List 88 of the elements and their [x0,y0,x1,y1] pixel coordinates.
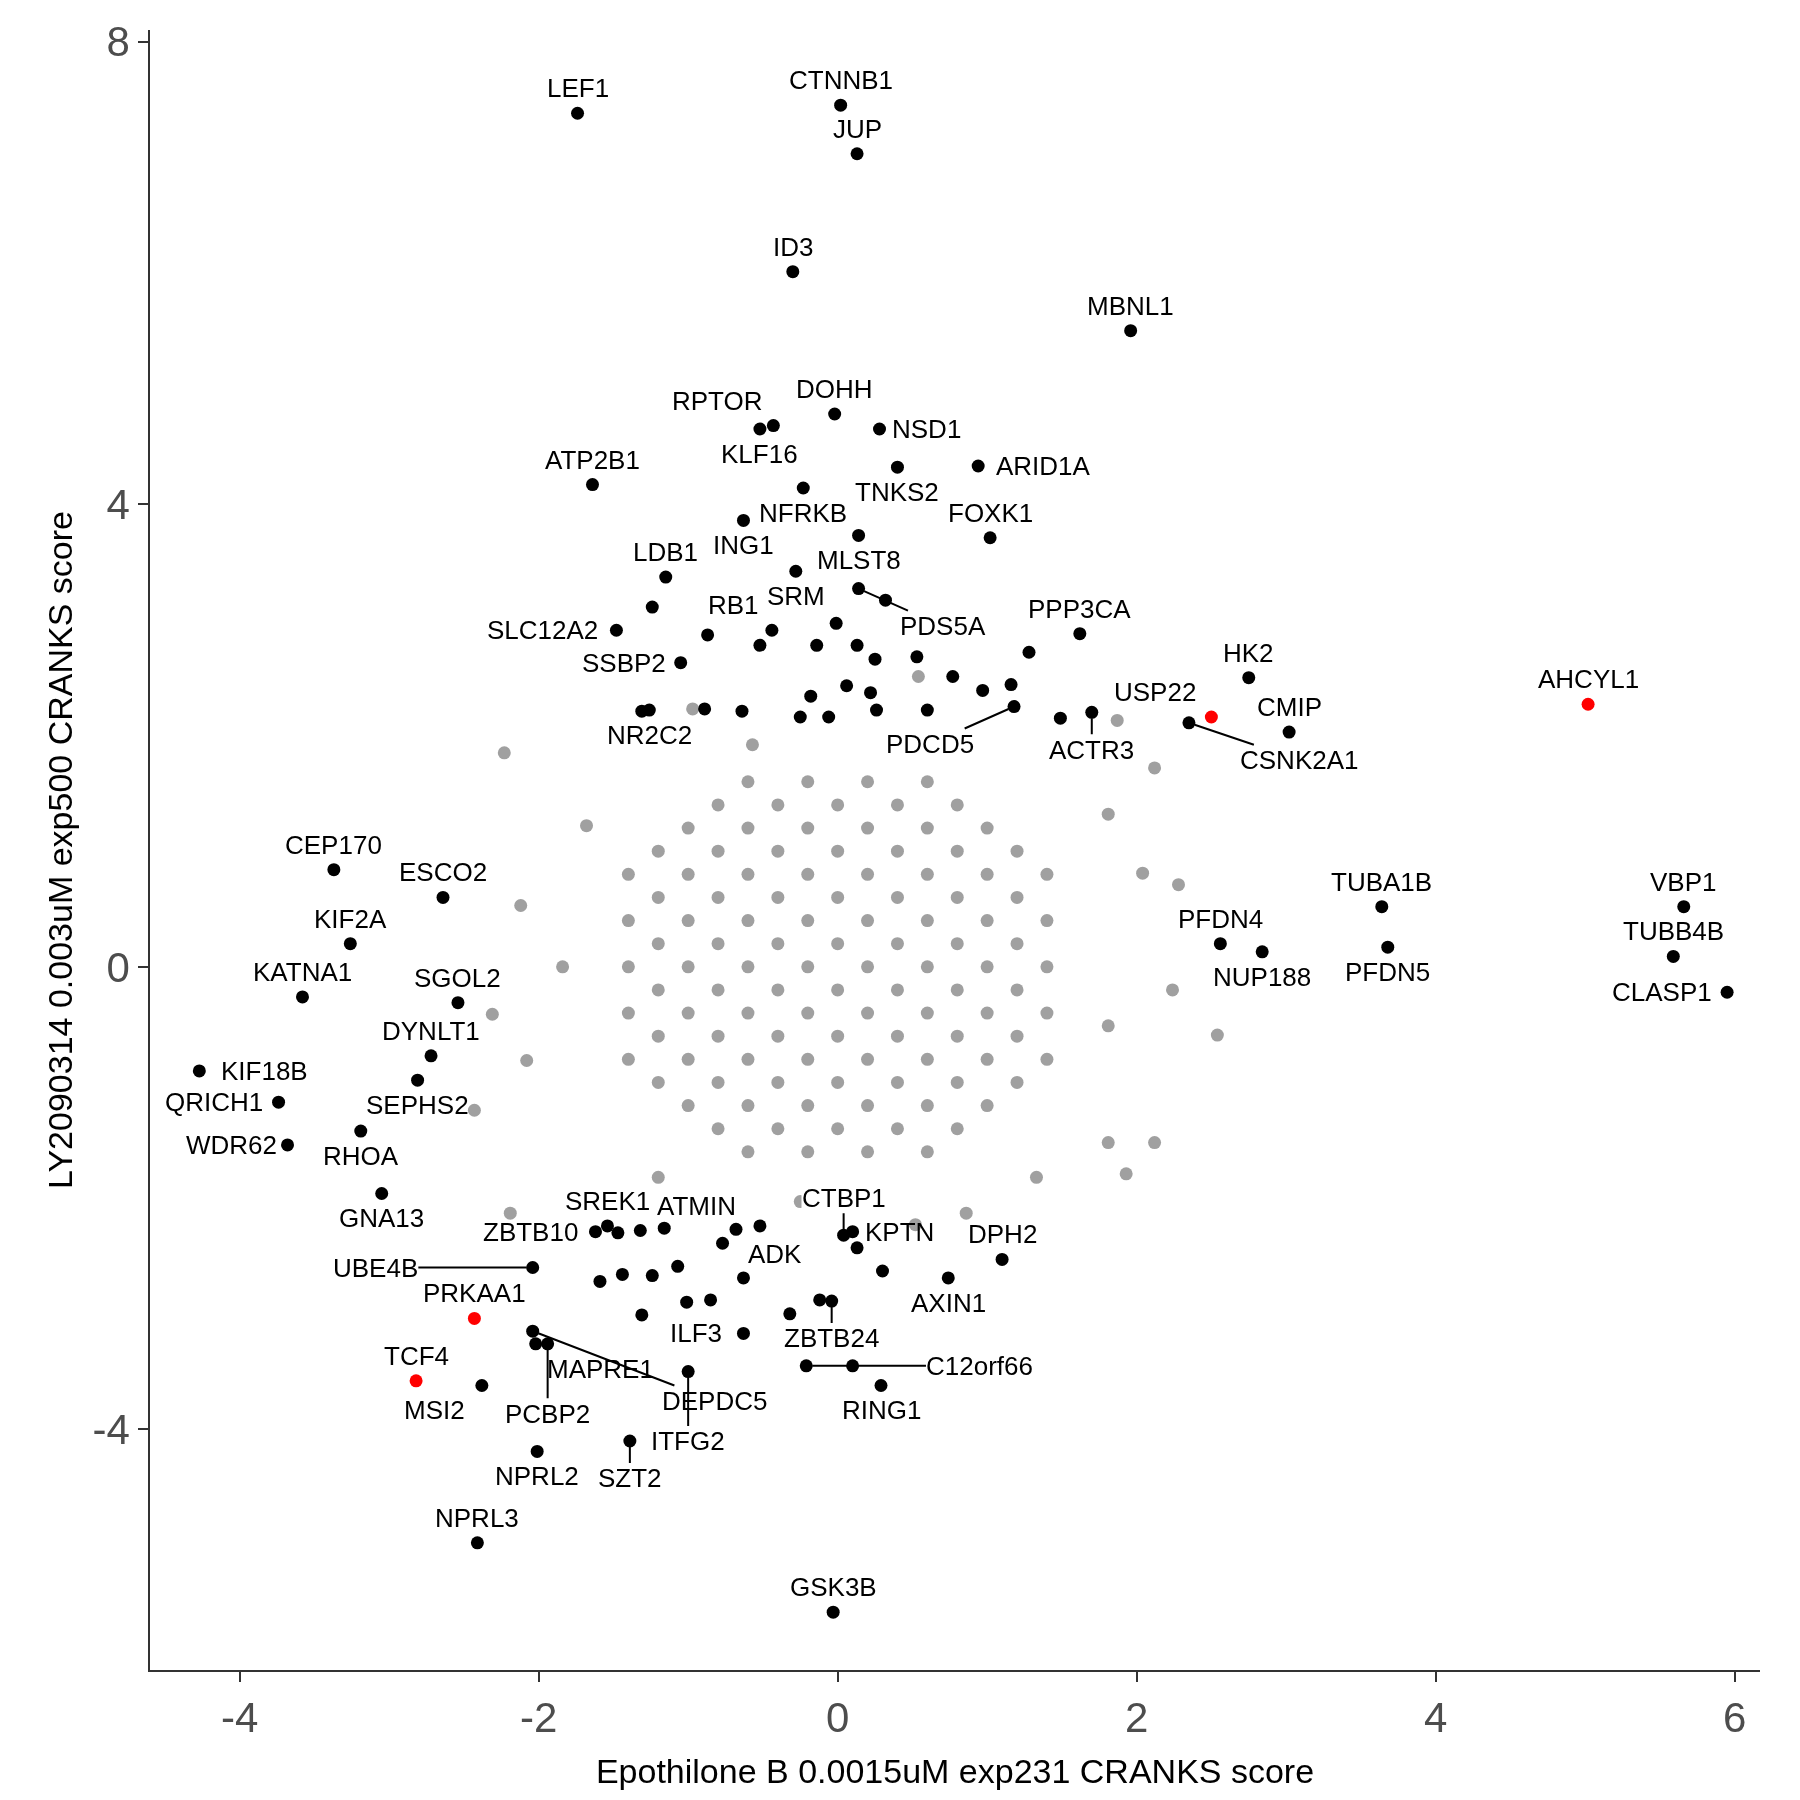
data-label: NPRL2 [495,1461,579,1491]
data-label: SLC12A2 [487,615,599,645]
data-label: SEPHS2 [366,1090,469,1120]
data-label: FOXK1 [948,498,1034,528]
data-label: RING1 [842,1395,922,1425]
data-label: ID3 [773,232,814,262]
data-label: SRM [767,581,825,611]
data-label: PDS5A [900,611,986,641]
x-tick-label: 6 [1722,1694,1747,1742]
data-label: ADK [748,1239,803,1269]
data-label: DYNLT1 [382,1016,480,1046]
data-label: TCF4 [384,1341,449,1371]
data-label: ACTR3 [1049,735,1135,765]
data-label: PFDN5 [1345,957,1431,987]
data-label: UBE4B [333,1253,419,1283]
data-label: VBP1 [1650,867,1717,897]
data-label: KIF2A [314,904,387,934]
data-label: PCBP2 [505,1399,591,1429]
x-tick-label: 0 [825,1694,850,1742]
x-tick-label: 2 [1124,1694,1149,1742]
data-label: KIF18B [221,1056,308,1086]
data-label: ING1 [713,530,774,560]
data-label: CSNK2A1 [1240,745,1359,775]
y-axis-title: LY2090314 0.003uM exp500 CRANKS score [40,511,79,1189]
data-label: PRKAA1 [423,1278,526,1308]
data-label: RPTOR [672,386,763,416]
data-label: NUP188 [1213,962,1312,992]
data-label: C12orf66 [926,1351,1033,1381]
point [409,1374,423,1388]
data-label: NPRL3 [435,1503,519,1533]
data-label: CTNNB1 [789,65,894,95]
data-label: SGOL2 [414,963,501,993]
data-label: DOHH [796,374,873,404]
point [1204,710,1218,724]
data-label: CTBP1 [802,1183,886,1213]
data-label: WDR62 [186,1130,278,1160]
data-label: LEF1 [547,73,610,103]
data-label: ZBTB24 [784,1323,880,1353]
data-label: ITFG2 [651,1426,725,1456]
data-label: GSK3B [790,1572,877,1602]
data-label: GNA13 [339,1203,425,1233]
data-label: ATP2B1 [545,445,640,475]
data-label: ILF3 [670,1318,723,1348]
data-label: NFRKB [759,498,848,528]
x-tick-label: -4 [221,1694,259,1742]
data-label: ATMIN [657,1191,736,1221]
data-label: AHCYL1 [1538,664,1640,694]
data-label: CMIP [1257,692,1322,722]
data-label: MLST8 [817,545,901,575]
data-label: USP22 [1114,677,1197,707]
data-label: ZBTB10 [483,1217,579,1247]
data-label: PFDN4 [1178,904,1264,934]
data-label: AXIN1 [911,1288,987,1318]
x-tick-label: 4 [1423,1694,1448,1742]
data-label: KPTN [865,1217,935,1247]
data-label: PDCD5 [886,729,975,759]
data-label: SZT2 [598,1463,662,1493]
data-label: CLASP1 [1612,977,1712,1007]
data-label: NSD1 [892,414,962,444]
y-tick-label: 8 [106,18,130,66]
data-label: QRICH1 [165,1087,264,1117]
data-label: PPP3CA [1028,594,1132,624]
data-label: RB1 [708,590,759,620]
data-label: NR2C2 [607,720,693,750]
data-label: SREK1 [565,1186,651,1216]
data-label: TUBA1B [1331,867,1433,897]
data-label: HK2 [1223,638,1274,668]
data-label: MSI2 [404,1395,465,1425]
x-tick-label: -2 [519,1694,558,1742]
point [1581,697,1595,711]
data-label: TNKS2 [855,477,939,507]
data-label: SSBP2 [582,648,666,678]
y-tick-label: 0 [106,943,130,991]
data-label: JUP [833,114,883,144]
data-label: KLF16 [721,439,798,469]
point [467,1311,481,1325]
x-axis-title: Epothilone B 0.0015uM exp231 CRANKS score [595,1751,1315,1790]
data-label: RHOA [323,1141,399,1171]
data-label: ARID1A [996,451,1091,481]
data-label: LDB1 [633,537,699,567]
data-label: KATNA1 [253,957,353,987]
data-label: ESCO2 [399,857,488,887]
data-label: TUBB4B [1623,916,1725,946]
y-tick-label: 4 [106,480,130,528]
y-tick-label: -4 [92,1406,130,1454]
data-label: DPH2 [968,1219,1038,1249]
data-label: MBNL1 [1087,291,1174,321]
data-label: CEP170 [285,830,382,860]
